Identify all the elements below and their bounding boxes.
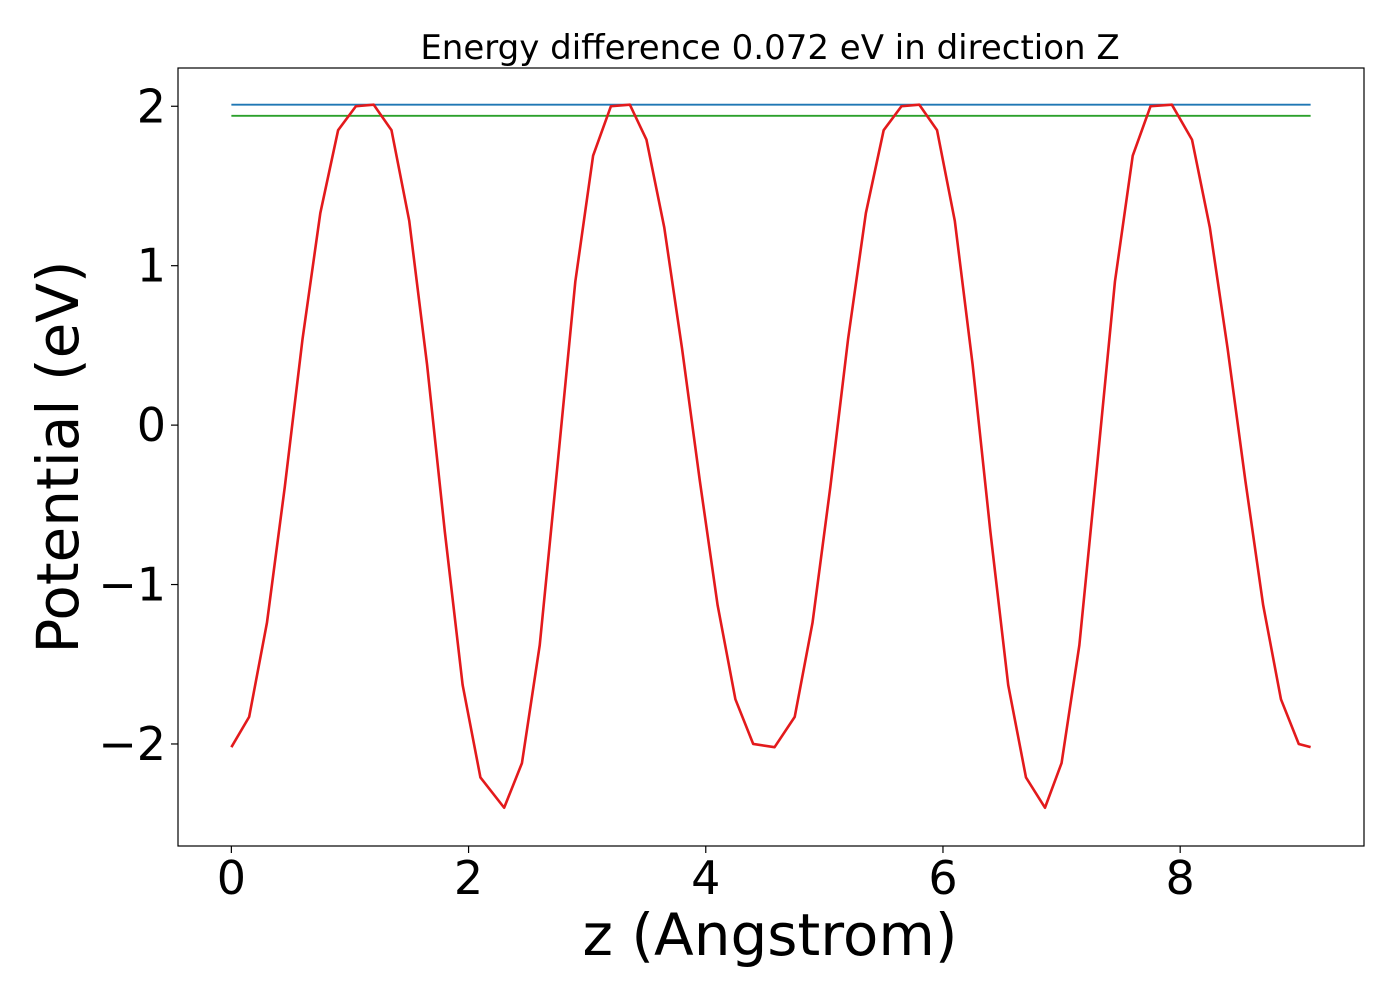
series-layer [230, 103, 1311, 810]
x-tick-label-0: 0 [217, 851, 246, 905]
y-axis-label: Potential (eV) [24, 260, 92, 653]
x-tick-label-4: 8 [1166, 851, 1195, 905]
plot-frame [177, 67, 1365, 847]
series-line-2 [230, 103, 1311, 810]
y-tick-label-0: −2 [98, 717, 166, 771]
y-tick-label-3: 1 [137, 239, 166, 293]
y-tick-label-1: −1 [98, 558, 166, 612]
x-axis-label: z (Angstrom) [583, 901, 958, 969]
x-tick-label-2: 4 [691, 851, 720, 905]
y-axis: −2 −1 0 1 2 [98, 79, 178, 771]
y-tick-label-2: 0 [137, 398, 166, 452]
plot-area [177, 67, 1365, 847]
chart-title: Energy difference 0.072 eV in direction … [420, 28, 1119, 68]
x-axis: 0 2 4 6 8 [217, 846, 1195, 905]
x-tick-label-3: 6 [928, 851, 957, 905]
y-tick-label-4: 2 [137, 79, 166, 133]
x-tick-label-1: 2 [454, 851, 483, 905]
